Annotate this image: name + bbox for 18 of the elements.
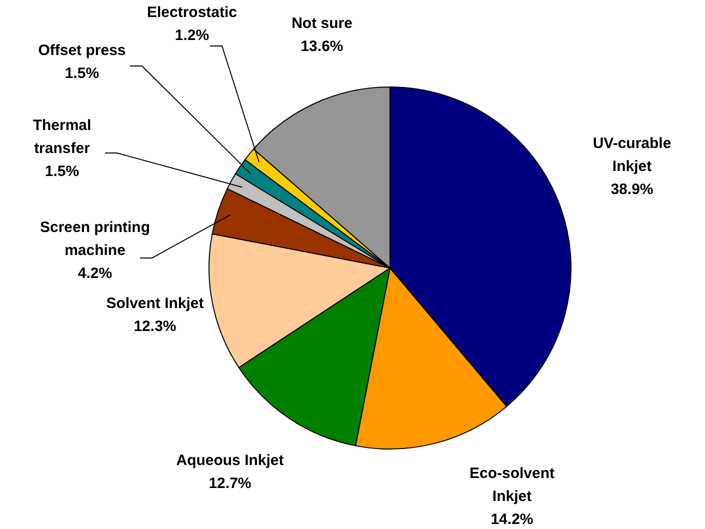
slice-label: Thermal transfer: [32, 117, 92, 157]
slice-label: Screen printing machine: [40, 219, 150, 259]
data-label: 13.6%: [300, 38, 344, 55]
slice-label: Eco-solvent Inkjet: [469, 465, 555, 505]
slice-label: UV-curable Inkjet: [592, 135, 672, 175]
data-label: 14.2%: [490, 511, 534, 528]
slice-label: Electrostatic: [146, 4, 238, 21]
data-label: 12.3%: [134, 318, 176, 335]
data-label: 4.2%: [78, 265, 112, 282]
slice-label: Offset press: [38, 42, 126, 59]
data-label: 12.7%: [208, 475, 252, 492]
data-label: 38.9%: [610, 181, 654, 198]
data-label: 1.5%: [44, 163, 80, 180]
data-label: 1.2%: [174, 27, 210, 44]
data-label: 1.5%: [64, 65, 100, 82]
slice-label: Not sure: [292, 15, 352, 32]
slice-label: Solvent Inkjet: [106, 295, 204, 312]
slice-label: Aqueous Inkjet: [176, 452, 284, 469]
